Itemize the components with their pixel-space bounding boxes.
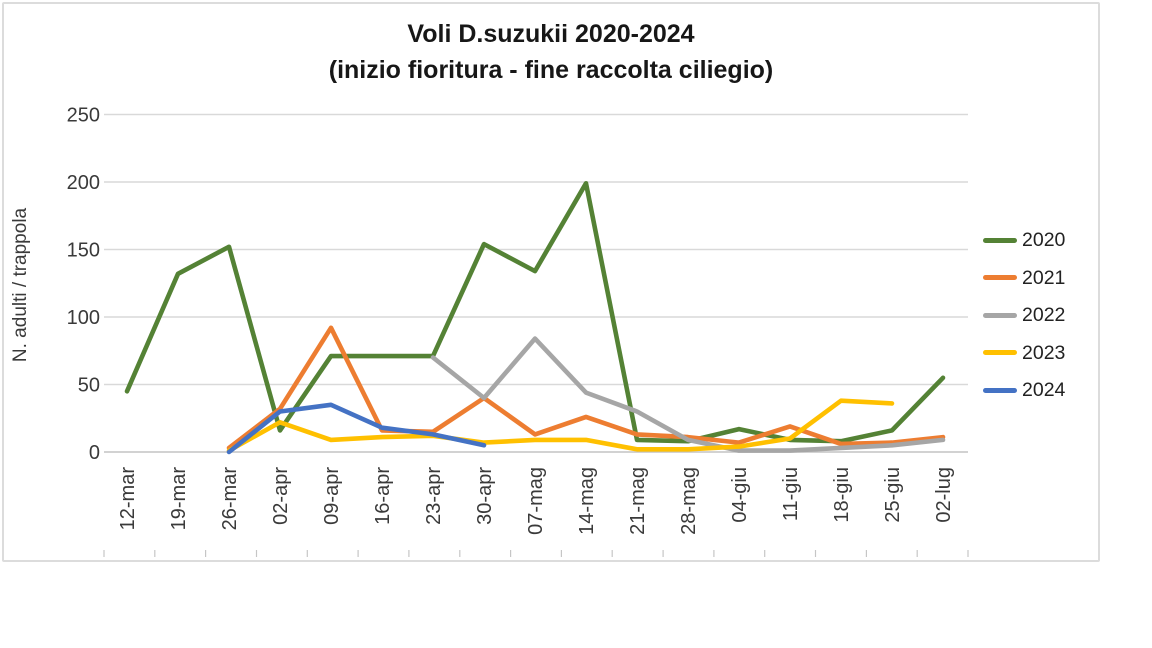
chart-title-line2: (inizio fioritura - fine raccolta cilieg… [328, 56, 774, 84]
x-label-23-apr: 23-apr [423, 467, 445, 525]
chart-title-line1: Voli D.suzukii 2020-2024 [407, 20, 695, 48]
legend-swatch-2023 [983, 350, 1017, 355]
y-tick-50: 50 [78, 375, 100, 397]
y-tick-250: 250 [67, 105, 100, 127]
legend-swatch-2021 [983, 275, 1017, 280]
series-line-2021 [226, 325, 946, 451]
legend-swatch-2022 [983, 312, 1017, 318]
legend-label-2021: 2021 [1022, 266, 1066, 289]
legend-label-2023: 2023 [1022, 341, 1066, 364]
legend-item-2024[interactable]: 2024 [983, 379, 1065, 401]
legend-label-2020: 2020 [1022, 229, 1066, 251]
legend-swatch-2020 [983, 237, 1017, 243]
chart-title: Voli D.suzukii 2020-2024 (inizio fioritu… [2, 16, 1100, 88]
legend-item-2022[interactable]: 2022 [983, 304, 1065, 326]
x-label-09-apr: 09-apr [321, 467, 343, 525]
series-line-2020 [124, 181, 946, 444]
x-label-30-apr: 30-apr [474, 467, 496, 525]
x-label-12-mar: 12-mar [117, 467, 139, 531]
chart-legend: 2020 2021 2022 2023 2024 [983, 229, 1065, 401]
legend-item-2023[interactable]: 2023 [983, 342, 1065, 364]
x-label-19-mar: 19-mar [168, 467, 190, 531]
y-tick-100: 100 [67, 307, 100, 329]
x-label-11-giu: 11-giu [780, 467, 802, 521]
x-label-07-mag: 07-mag [525, 467, 547, 535]
legend-swatch-2024 [983, 387, 1017, 393]
x-label-14-mag: 14-mag [576, 467, 598, 535]
x-label-04-giu: 04-giu [729, 467, 751, 523]
x-label-25-giu: 25-giu [882, 467, 904, 523]
x-label-18-giu: 18-giu [831, 467, 853, 523]
x-label-28-mag: 28-mag [678, 467, 700, 535]
x-label-02-lug: 02-lug [933, 467, 955, 523]
x-label-21-mag: 21-mag [627, 467, 649, 535]
x-label-16-apr: 16-apr [372, 467, 394, 525]
legend-item-2021[interactable]: 2021 [983, 267, 1065, 289]
y-tick-0: 0 [89, 442, 100, 464]
series-line-2024 [226, 402, 487, 455]
x-label-26-mar: 26-mar [219, 467, 241, 531]
legend-label-2024: 2024 [1022, 379, 1066, 401]
x-label-02-apr: 02-apr [270, 467, 292, 525]
chart-frame[interactable] [2, 2, 1100, 562]
series-line-2023 [226, 398, 895, 453]
legend-label-2022: 2022 [1022, 304, 1066, 326]
y-tick-200: 200 [67, 172, 100, 194]
legend-item-2020[interactable]: 2020 [983, 229, 1065, 251]
y-tick-150: 150 [67, 240, 100, 262]
series-line-2022 [430, 336, 946, 453]
y-axis-title: N. adulti / trappola [10, 207, 31, 362]
